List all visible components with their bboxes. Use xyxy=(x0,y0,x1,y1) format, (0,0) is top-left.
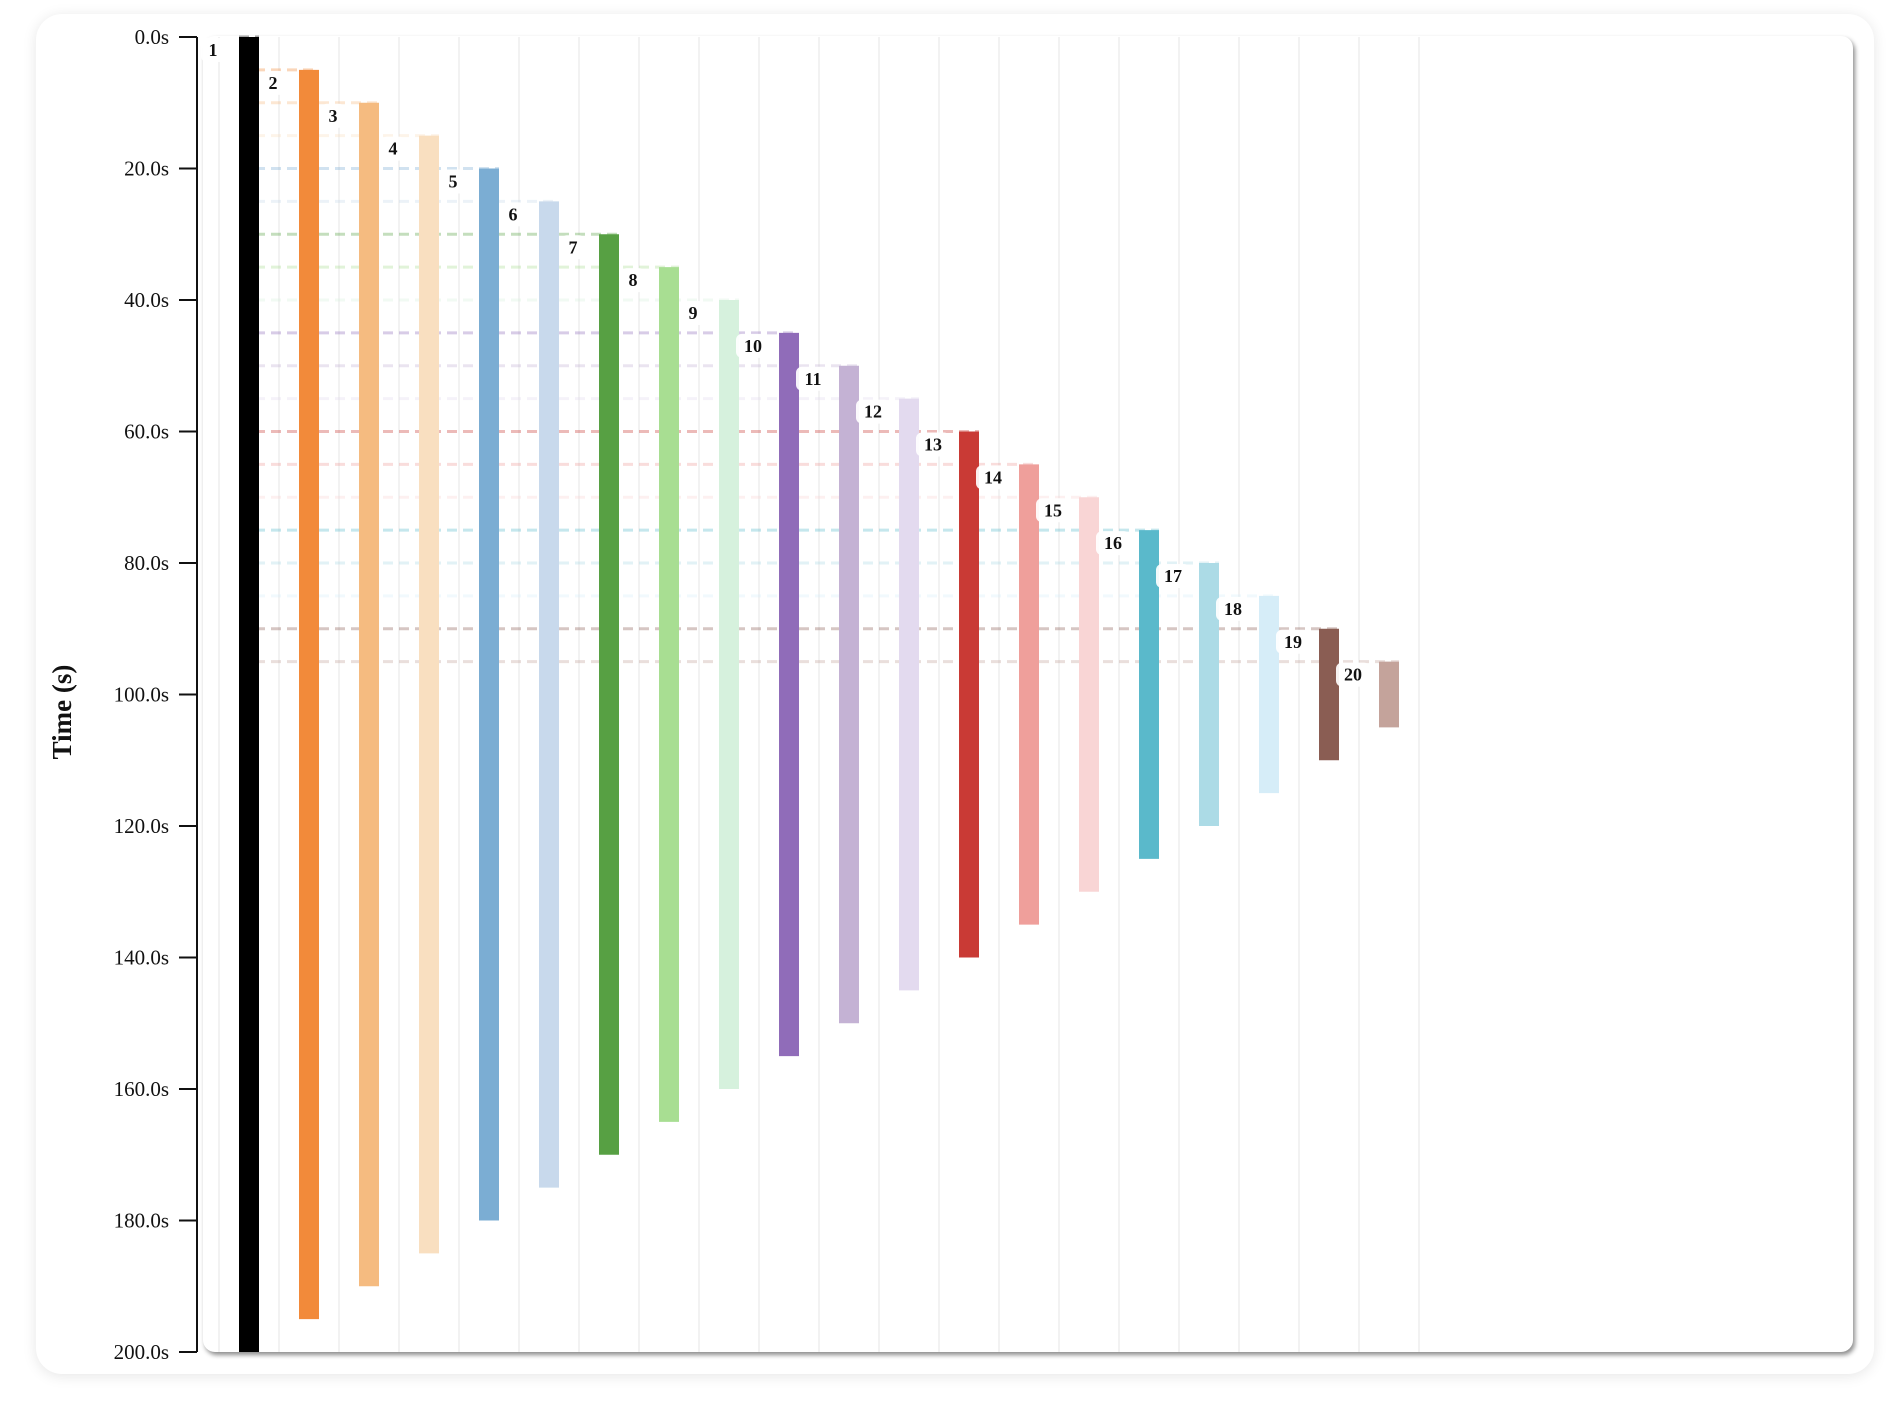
bar xyxy=(1319,628,1339,761)
y-tick-label: 60.0s xyxy=(124,420,169,444)
bar-label-bg xyxy=(796,366,830,391)
bar-label: 2 xyxy=(269,73,278,93)
bar-label: 19 xyxy=(1284,632,1302,652)
y-axis: 0.0s 20.0s 40.0s 60.0s 80.0s 100.0s 120.0s 140.… xyxy=(114,25,198,1364)
bar xyxy=(299,69,319,1320)
bar xyxy=(1079,497,1099,892)
bar-label-bg xyxy=(261,70,285,95)
bar-label-bg xyxy=(321,103,345,128)
bar-label: 6 xyxy=(509,204,518,224)
bar xyxy=(899,398,919,991)
bar xyxy=(1019,464,1039,925)
bar-label-bg xyxy=(621,268,645,293)
bar-label: 5 xyxy=(449,172,458,192)
y-tick-label: 120.0s xyxy=(114,814,169,838)
bar-label-bg xyxy=(501,202,525,227)
bar-label: 15 xyxy=(1044,500,1062,520)
bar-label: 10 xyxy=(744,336,762,356)
bar-label: 18 xyxy=(1224,599,1242,619)
bar xyxy=(479,168,499,1221)
bar xyxy=(599,234,619,1155)
bar-label-bg xyxy=(1156,564,1190,588)
y-tick-label: 140.0s xyxy=(114,946,169,970)
bar xyxy=(359,102,379,1287)
y-tick-label: 200.0s xyxy=(114,1340,169,1364)
bar-label-bg xyxy=(441,169,465,194)
bar xyxy=(659,267,679,1122)
bar-label: 14 xyxy=(984,467,1002,487)
bar-label-bg xyxy=(1216,596,1250,621)
lane-separators xyxy=(218,37,1420,1352)
bar-label: 17 xyxy=(1164,566,1182,586)
bar-label-bg xyxy=(561,235,585,260)
bar-label: 11 xyxy=(804,369,821,389)
bar-label-bg xyxy=(381,136,405,161)
y-tick-label: 160.0s xyxy=(114,1077,169,1101)
bar xyxy=(719,300,739,1089)
bar xyxy=(1379,661,1399,728)
y-tick-label: 80.0s xyxy=(124,551,169,575)
bar-label: 9 xyxy=(689,303,698,323)
bar-label: 13 xyxy=(924,435,942,455)
y-tick-label: 0.0s xyxy=(135,25,169,49)
bar xyxy=(839,365,859,1024)
bar xyxy=(959,431,979,958)
bar-label-bg xyxy=(201,38,225,62)
bar-label-bg xyxy=(1096,531,1130,556)
y-tick-label: 20.0s xyxy=(124,157,169,181)
bar-label: 4 xyxy=(389,139,398,159)
bar xyxy=(779,332,799,1057)
bar-label-bg xyxy=(1036,498,1070,523)
bar-label: 8 xyxy=(629,270,638,290)
bar-label: 16 xyxy=(1104,533,1122,553)
bar-label: 20 xyxy=(1344,665,1362,685)
bar-label-bg xyxy=(681,301,705,325)
bar xyxy=(1199,563,1219,826)
bar-label-bg xyxy=(856,399,890,424)
bars xyxy=(239,37,1399,1352)
bar xyxy=(1139,530,1159,859)
y-tick-label: 40.0s xyxy=(124,288,169,312)
bar-label: 7 xyxy=(569,237,578,257)
bar xyxy=(419,135,439,1254)
y-tick-label: 100.0s xyxy=(114,683,169,707)
bar-label-bg xyxy=(736,333,770,358)
bar-label-bg xyxy=(1336,662,1370,687)
y-tick-label: 180.0s xyxy=(114,1209,169,1233)
bar-label: 3 xyxy=(329,106,338,126)
bar xyxy=(1259,595,1279,794)
bar xyxy=(239,37,259,1352)
bar xyxy=(539,201,559,1188)
bar-label: 1 xyxy=(209,40,218,60)
bar-label: 12 xyxy=(864,402,882,422)
y-axis-title: Time (s) xyxy=(47,665,77,760)
bar-label-bg xyxy=(1276,629,1310,654)
bar-label-bg xyxy=(976,465,1010,490)
bar-label-bg xyxy=(916,432,950,457)
